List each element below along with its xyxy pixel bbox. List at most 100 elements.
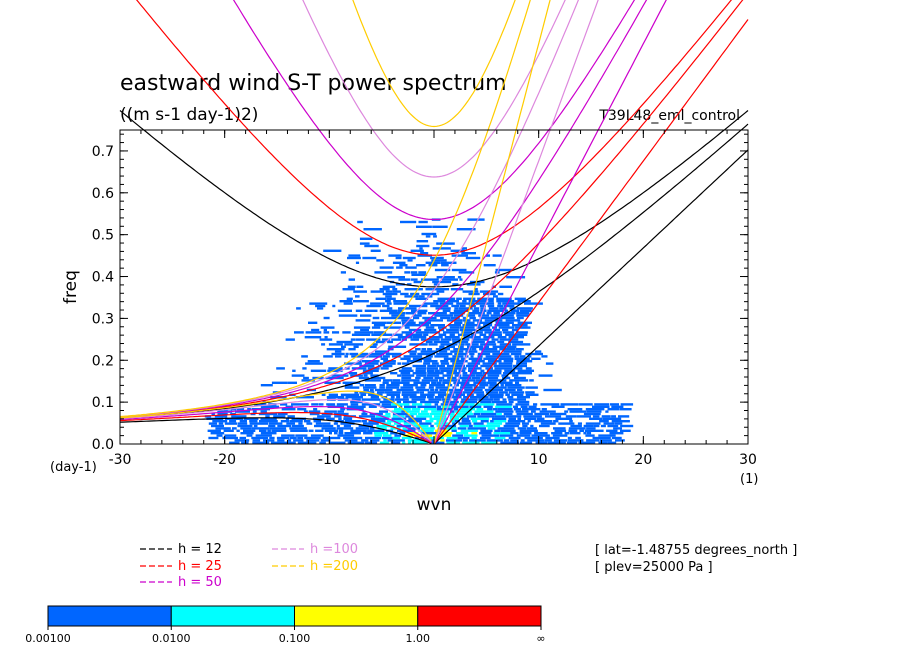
heatmap-cell (487, 427, 496, 430)
heatmap-cell (527, 439, 545, 442)
heatmap-cell (558, 422, 575, 425)
dispersion-curve-kel (433, 0, 667, 444)
heatmap-cell (359, 237, 373, 240)
heatmap-cell (449, 333, 455, 336)
heatmap-cell (494, 324, 510, 327)
heatmap-cell (401, 393, 417, 396)
heatmap-cell (514, 357, 530, 360)
heatmap-cell (524, 436, 543, 440)
heatmap-cell (503, 412, 513, 416)
heatmap-cell (251, 427, 270, 430)
heatmap-cell (237, 424, 253, 428)
heatmap-cell (567, 439, 584, 442)
heatmap-cell (506, 276, 526, 279)
heatmap-cell (252, 439, 261, 442)
heatmap-cell (461, 379, 467, 382)
heatmap-cell (528, 405, 537, 408)
heatmap-cell (564, 410, 569, 413)
heatmap-cell (407, 259, 413, 262)
heatmap-cell (502, 398, 507, 401)
heatmap-cell (409, 396, 427, 399)
heatmap-cell (366, 338, 381, 341)
heatmap-cell (334, 432, 338, 435)
heatmap-cell (480, 429, 493, 432)
heatmap-cell (357, 220, 363, 224)
heatmap-cell (407, 439, 427, 442)
heatmap-cell (540, 403, 560, 406)
heatmap-cell (412, 403, 423, 406)
heatmap-cell (503, 360, 514, 363)
heatmap-cell (418, 220, 428, 224)
heatmap-cell (442, 381, 451, 384)
heatmap-cell (311, 328, 320, 332)
heatmap-cell (399, 264, 408, 267)
heatmap-cell (309, 412, 320, 416)
heatmap-cell (513, 408, 522, 411)
heatmap-cell (315, 422, 331, 425)
heatmap-cell (401, 331, 412, 334)
heatmap-cell (427, 391, 447, 394)
heatmap-cell (491, 338, 499, 341)
heatmap-cell (435, 307, 451, 310)
heatmap-cell (520, 439, 525, 442)
heatmap-cell (336, 403, 348, 406)
heatmap-cell (485, 391, 498, 394)
heatmap-cell (386, 384, 400, 387)
heatmap-cell (367, 429, 385, 432)
heatmap-cell (423, 376, 434, 380)
heatmap-cell (417, 352, 435, 356)
heatmap-cell (361, 412, 368, 416)
heatmap-cell (553, 427, 566, 430)
heatmap-cell (462, 324, 481, 327)
heatmap-cell (462, 300, 467, 303)
heatmap-cell (541, 355, 548, 358)
heatmap-cell (434, 268, 451, 272)
heatmap-cell (433, 283, 440, 286)
heatmap-cell (351, 367, 367, 370)
heatmap-cell (240, 432, 254, 435)
heatmap-cell (566, 441, 578, 444)
heatmap-cell (395, 283, 405, 286)
heatmap-cell (401, 376, 412, 380)
legend-label: h = 50 (178, 575, 222, 590)
heatmap-cell (468, 367, 482, 370)
heatmap-cell (503, 304, 515, 308)
heatmap-cell (344, 362, 362, 365)
heatmap-cell (510, 309, 520, 312)
dispersion-curve-er (119, 417, 432, 444)
heatmap-cell (468, 312, 485, 315)
heatmap-cell (345, 352, 349, 356)
heatmap-cell (371, 333, 383, 336)
heatmap-cell (469, 405, 482, 408)
heatmap-cell (287, 439, 292, 442)
heatmap-cell (344, 432, 361, 435)
heatmap-cell (452, 422, 456, 425)
heatmap-cell (440, 369, 458, 372)
heatmap-cell (465, 343, 470, 346)
heatmap-cell (361, 420, 367, 423)
heatmap-cell (415, 436, 420, 440)
heatmap-cell (499, 434, 514, 437)
heatmap-cell (413, 424, 429, 428)
legend-label: h =100 (310, 542, 358, 557)
heatmap-cell (263, 439, 275, 442)
heatmap-cell (358, 415, 376, 418)
heatmap-cell (403, 384, 418, 387)
heatmap-cell (540, 422, 556, 425)
heatmap-cell (479, 348, 498, 351)
heatmap-cell (585, 429, 604, 432)
heatmap-cell (404, 405, 417, 408)
run-label: T39L48_eml_control (598, 108, 740, 124)
heatmap-cell (379, 441, 390, 444)
dispersion-curve-mrg (119, 0, 580, 418)
heatmap-cell (303, 429, 308, 432)
heatmap-cell (486, 439, 503, 442)
heatmap-cell (480, 412, 497, 416)
heatmap-cell (260, 405, 280, 408)
heatmap-cell (554, 429, 567, 432)
heatmap-cell (339, 300, 352, 303)
heatmap-cell (428, 343, 438, 346)
heatmap-cell (494, 436, 506, 440)
heatmap-cell (479, 316, 499, 320)
heatmap-cell (371, 376, 386, 380)
